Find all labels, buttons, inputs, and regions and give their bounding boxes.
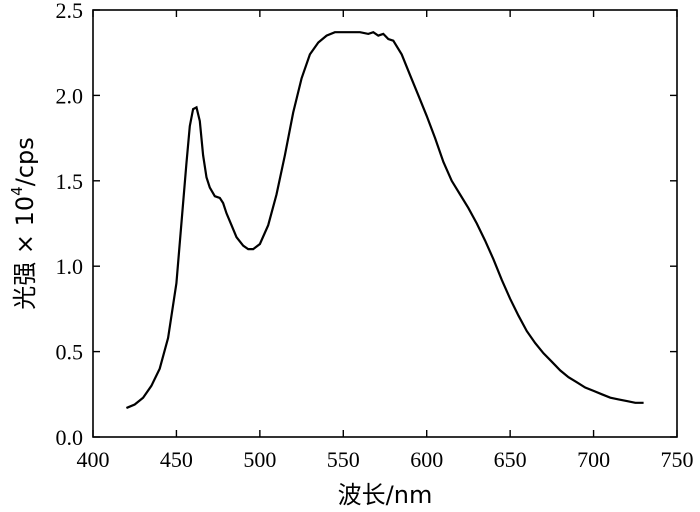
y-tick-label: 0.0 xyxy=(56,425,84,450)
x-tick-label: 750 xyxy=(661,447,694,472)
y-tick-label: 1.0 xyxy=(56,254,84,279)
y-tick-label: 0.5 xyxy=(56,340,84,365)
x-tick-label: 650 xyxy=(494,447,527,472)
y-tick-label: 2.0 xyxy=(56,83,84,108)
y-tick-label: 2.5 xyxy=(56,0,84,23)
y-tick-label: 1.5 xyxy=(56,169,84,194)
x-tick-label: 500 xyxy=(243,447,276,472)
y-axis-title-unit: /cps xyxy=(11,137,39,186)
y-axis-title-superscript: 4 xyxy=(8,186,26,196)
x-tick-label: 450 xyxy=(160,447,193,472)
series-line xyxy=(125,30,644,410)
x-tick-label: 550 xyxy=(327,447,360,472)
plot-frame xyxy=(92,9,678,438)
y-axis-title: 光强 × 104/cps xyxy=(8,137,40,309)
x-tick-label: 700 xyxy=(577,447,610,472)
x-tick-label: 600 xyxy=(410,447,443,472)
x-tick-label: 400 xyxy=(77,447,110,472)
y-axis-ticks: 0.0 0.5 1.0 1.5 2.0 2.5 xyxy=(56,0,677,450)
x-axis-title: 波长/nm xyxy=(338,481,433,509)
x-axis-ticks: 400 450 500 550 600 650 700 750 xyxy=(77,10,694,472)
y-axis-title-main: 光强 × 10 xyxy=(11,196,39,310)
